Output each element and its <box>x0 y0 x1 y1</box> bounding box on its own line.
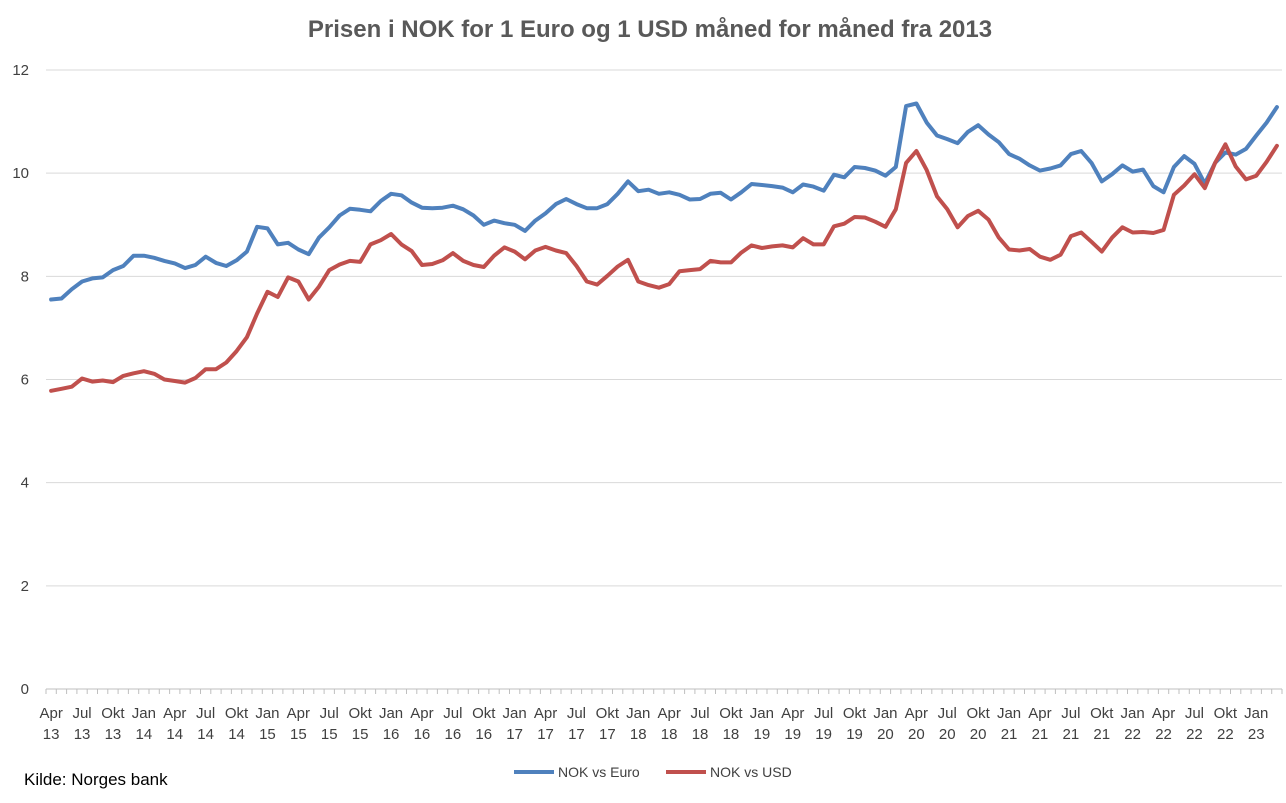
x-tick-label-year: 21 <box>1032 726 1049 743</box>
legend-label-nok-vs-usd: NOK vs USD <box>710 764 792 780</box>
x-tick-label-year: 20 <box>877 726 894 743</box>
x-tick-label-month: Okt <box>843 705 867 722</box>
x-tick-label-year: 16 <box>475 726 492 743</box>
x-tick-label-year: 18 <box>692 726 709 743</box>
x-tick-label-year: 22 <box>1186 726 1203 743</box>
x-tick-label-year: 13 <box>43 726 60 743</box>
x-tick-label-month: Okt <box>719 705 743 722</box>
x-tick-label-month: Jul <box>938 705 957 722</box>
x-tick-label-year: 16 <box>414 726 431 743</box>
x-tick-label-year: 23 <box>1248 726 1265 743</box>
x-tick-label-year: 20 <box>939 726 956 743</box>
x-tick-label-month: Jan <box>997 705 1021 722</box>
x-tick-label-month: Okt <box>101 705 125 722</box>
x-tick-label-month: Jan <box>1121 705 1145 722</box>
x-tick-label-month: Apr <box>1028 705 1051 722</box>
x-tick-label-month: Jan <box>750 705 774 722</box>
y-tick-label: 2 <box>21 578 29 595</box>
x-tick-label-month: Jan <box>873 705 897 722</box>
x-tick-label-year: 20 <box>908 726 925 743</box>
source-note: Kilde: Norges bank <box>24 770 168 789</box>
x-tick-label-month: Okt <box>596 705 620 722</box>
y-tick-label: 0 <box>21 681 29 698</box>
x-tick-label-year: 14 <box>228 726 245 743</box>
x-tick-label-year: 14 <box>136 726 153 743</box>
x-tick-label-year: 18 <box>661 726 678 743</box>
x-tick-label-month: Jul <box>320 705 339 722</box>
x-tick-label-year: 13 <box>74 726 91 743</box>
x-tick-label-month: Jul <box>196 705 215 722</box>
x-tick-label-year: 17 <box>506 726 523 743</box>
y-tick-label: 8 <box>21 268 29 285</box>
y-tick-label: 6 <box>21 372 29 389</box>
x-tick-label-year: 22 <box>1124 726 1141 743</box>
x-tick-label-year: 15 <box>290 726 307 743</box>
x-tick-label-month: Okt <box>1214 705 1238 722</box>
x-tick-label-month: Jul <box>443 705 462 722</box>
x-tick-label-month: Okt <box>348 705 372 722</box>
y-tick-label: 4 <box>21 475 29 492</box>
legend-label-nok-vs-euro: NOK vs Euro <box>558 764 640 780</box>
x-tick-label-year: 17 <box>537 726 554 743</box>
x-tick-label-month: Jul <box>814 705 833 722</box>
x-tick-label-year: 17 <box>599 726 616 743</box>
x-tick-label-month: Jan <box>379 705 403 722</box>
legend: NOK vs Euro NOK vs USD <box>514 764 792 780</box>
series-line-nok-vs-usd <box>49 142 1279 393</box>
x-tick-label-year: 14 <box>166 726 183 743</box>
x-tick-label-month: Apr <box>657 705 680 722</box>
x-tick-label-year: 19 <box>754 726 771 743</box>
series-lines <box>49 101 1279 393</box>
x-tick-label-year: 21 <box>1001 726 1018 743</box>
x-tick-label-month: Jan <box>626 705 650 722</box>
x-tick-label-year: 19 <box>846 726 863 743</box>
series-line-nok-vs-euro <box>49 101 1279 302</box>
x-tick-label-month: Okt <box>225 705 249 722</box>
x-tick-label-month: Okt <box>966 705 990 722</box>
x-tick-label-month: Apr <box>534 705 557 722</box>
x-tick-label-year: 14 <box>197 726 214 743</box>
x-tick-label-month: Jan <box>132 705 156 722</box>
x-tick-label-month: Jul <box>690 705 709 722</box>
x-tick-label-year: 16 <box>383 726 400 743</box>
gridlines <box>46 69 1282 587</box>
x-tick-label-year: 22 <box>1155 726 1172 743</box>
x-tick-label-month: Jul <box>1185 705 1204 722</box>
x-tick-label-month: Jan <box>503 705 527 722</box>
x-tick-label-month: Okt <box>472 705 496 722</box>
x-tick-label-year: 13 <box>105 726 122 743</box>
x-tick-label-year: 22 <box>1217 726 1234 743</box>
x-tick-label-month: Jul <box>567 705 586 722</box>
y-tick-label: 12 <box>12 62 29 79</box>
x-tick-label-month: Apr <box>163 705 186 722</box>
x-tick-label-year: 21 <box>1063 726 1080 743</box>
x-tick-label-year: 18 <box>723 726 740 743</box>
x-tick-label-year: 15 <box>259 726 276 743</box>
x-tick-label-month: Apr <box>1152 705 1175 722</box>
x-tick-label-month: Jul <box>1061 705 1080 722</box>
x-tick-label-month: Jul <box>72 705 91 722</box>
x-tick-label-year: 21 <box>1093 726 1110 743</box>
x-axis: Apr 13 Jul 13 Okt 13 Jan 14 Apr 14 Jul 14 Okt 14 Jan 15… <box>39 688 1283 743</box>
x-tick-label-month: Jan <box>1244 705 1268 722</box>
x-tick-label-year: 19 <box>784 726 801 743</box>
x-tick-label-month: Okt <box>1090 705 1114 722</box>
x-tick-label-month: Apr <box>905 705 928 722</box>
y-axis-tick-labels: 0 2 4 6 8 10 12 <box>12 62 29 698</box>
x-tick-label-year: 18 <box>630 726 647 743</box>
x-tick-label-year: 15 <box>352 726 369 743</box>
x-tick-label-month: Apr <box>39 705 62 722</box>
x-tick-label-year: 19 <box>815 726 832 743</box>
y-tick-label: 10 <box>12 165 29 182</box>
x-tick-label-year: 16 <box>445 726 462 743</box>
x-tick-label-month: Jan <box>255 705 279 722</box>
x-tick-label-year: 20 <box>970 726 987 743</box>
chart-title: Prisen i NOK for 1 Euro og 1 USD måned f… <box>308 16 992 43</box>
x-tick-label-year: 17 <box>568 726 585 743</box>
x-tick-label-month: Apr <box>410 705 433 722</box>
x-tick-label-year: 15 <box>321 726 338 743</box>
x-tick-label-month: Apr <box>781 705 804 722</box>
x-tick-label-month: Apr <box>287 705 310 722</box>
